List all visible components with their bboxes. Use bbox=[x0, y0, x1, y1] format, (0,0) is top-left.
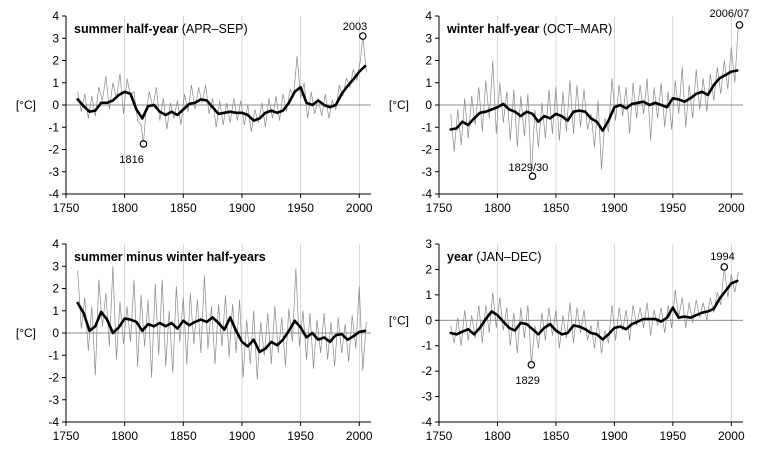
panel-title-period: (JAN–DEC) bbox=[473, 250, 542, 264]
x-tick-label: 1850 bbox=[543, 429, 570, 443]
x-tick-label: 1750 bbox=[53, 201, 80, 215]
extreme-year-marker bbox=[528, 172, 537, 181]
panel-title-bold: year bbox=[447, 250, 473, 264]
annual-series-line bbox=[77, 35, 367, 144]
y-tick-label: 3 bbox=[425, 237, 432, 251]
extreme-year-marker bbox=[358, 32, 367, 40]
smoothed-series-line bbox=[449, 279, 739, 341]
x-tick-label: 1800 bbox=[111, 201, 138, 215]
x-tick-label: 2000 bbox=[718, 201, 745, 215]
y-axis-unit-label: [°C] bbox=[389, 98, 409, 112]
x-tick-label: 1750 bbox=[426, 201, 453, 215]
extreme-year-label: 1816 bbox=[119, 154, 143, 166]
panel-title-bold: summer minus winter half-years bbox=[74, 250, 266, 264]
y-tick-label: 0 bbox=[425, 98, 432, 112]
x-tick-label: 1950 bbox=[287, 429, 314, 443]
smoothed-series-line bbox=[76, 64, 367, 122]
y-axis-unit-label: [°C] bbox=[16, 326, 36, 340]
y-tick-label: -4 bbox=[48, 187, 59, 201]
y-tick-label: 4 bbox=[425, 9, 432, 23]
y-tick-label: -2 bbox=[48, 371, 59, 385]
y-tick-label: 1 bbox=[52, 76, 59, 90]
chart-panel-3: -4 -3 -2 -1 0 1 2 3 4 1750 1800 1850 1900 1950 2000 [°C… bbox=[16, 237, 373, 443]
x-tick-label: 1900 bbox=[601, 429, 628, 443]
x-tick-label: 1750 bbox=[53, 429, 80, 443]
x-tick-label: 1850 bbox=[170, 201, 197, 215]
panel-title: summer minus winter half-years bbox=[74, 250, 266, 264]
panel-title-period: (APR–SEP) bbox=[178, 22, 247, 36]
y-tick-label: 1 bbox=[52, 304, 59, 318]
x-tick-label: 1800 bbox=[484, 201, 511, 215]
extreme-year-marker bbox=[735, 21, 744, 29]
extreme-year-label: 2006/07 bbox=[709, 8, 749, 20]
chart-panel-1: -4 -3 -2 -1 0 1 2 3 4 1750 1800 1850 1900 1950 2000 [°C… bbox=[16, 9, 373, 215]
y-tick-label: -1 bbox=[48, 348, 59, 362]
extreme-year-label: 1829 bbox=[515, 375, 539, 387]
y-tick-label: -3 bbox=[421, 390, 432, 404]
extreme-year-marker bbox=[527, 360, 536, 369]
y-tick-label: 1 bbox=[425, 288, 432, 302]
x-tick-label: 1850 bbox=[543, 201, 570, 215]
y-tick-label: 4 bbox=[52, 237, 59, 251]
y-tick-label: 2 bbox=[52, 54, 59, 68]
smoothed-series-line bbox=[76, 301, 367, 354]
y-tick-label: -1 bbox=[48, 120, 59, 134]
y-tick-label: -2 bbox=[421, 364, 432, 378]
smoothed-series-line bbox=[449, 69, 739, 132]
x-tick-label: 1950 bbox=[287, 201, 314, 215]
y-axis-unit-label: [°C] bbox=[389, 313, 409, 327]
x-tick-label: 1900 bbox=[229, 429, 256, 443]
x-tick-label: 2000 bbox=[346, 429, 373, 443]
y-tick-label: 1 bbox=[425, 76, 432, 90]
y-tick-label: -3 bbox=[421, 165, 432, 179]
y-tick-label: -2 bbox=[48, 143, 59, 157]
y-tick-label: 0 bbox=[425, 313, 432, 327]
panel-title-bold: winter half-year bbox=[446, 22, 540, 36]
y-tick-label: 0 bbox=[52, 98, 59, 112]
x-tick-label: 2000 bbox=[346, 201, 373, 215]
y-tick-label: -3 bbox=[48, 165, 59, 179]
y-tick-label: -4 bbox=[48, 415, 59, 429]
y-tick-label: 2 bbox=[425, 54, 432, 68]
y-tick-label: 0 bbox=[52, 326, 59, 340]
chart-panel-2: -4 -3 -2 -1 0 1 2 3 4 1750 1800 1850 1900 1950 2000 [°C… bbox=[389, 8, 749, 215]
panel-title: year (JAN–DEC) bbox=[447, 250, 542, 264]
y-tick-label: 2 bbox=[425, 262, 432, 276]
y-tick-label: -4 bbox=[421, 415, 432, 429]
y-tick-label: -4 bbox=[421, 187, 432, 201]
panel-title-period: (OCT–MAR) bbox=[539, 22, 612, 36]
y-tick-label: 3 bbox=[425, 31, 432, 45]
y-tick-label: 2 bbox=[52, 282, 59, 296]
panel-title: summer half-year (APR–SEP) bbox=[74, 22, 248, 36]
x-tick-label: 1900 bbox=[229, 201, 256, 215]
y-tick-label: 3 bbox=[52, 259, 59, 273]
annual-series-line bbox=[450, 24, 739, 177]
y-tick-label: 3 bbox=[52, 31, 59, 45]
y-axis-unit-label: [°C] bbox=[16, 98, 36, 112]
y-tick-label: -2 bbox=[421, 143, 432, 157]
extreme-year-label: 2003 bbox=[343, 21, 367, 33]
extreme-year-label: 1829/30 bbox=[509, 162, 549, 174]
y-tick-label: -3 bbox=[48, 393, 59, 407]
extreme-year-marker bbox=[139, 140, 148, 148]
y-tick-label: -1 bbox=[421, 339, 432, 353]
x-tick-label: 1750 bbox=[426, 429, 453, 443]
chart-panel-4: -4 -3 -2 -1 0 1 2 3 1750 1800 1850 1900 1950 2000 [°C]… bbox=[389, 237, 745, 443]
y-tick-label: 4 bbox=[52, 9, 59, 23]
extreme-year-marker bbox=[720, 263, 729, 271]
annual-series-line bbox=[450, 266, 739, 365]
extreme-year-label: 1994 bbox=[710, 251, 734, 263]
x-tick-label: 1800 bbox=[484, 429, 511, 443]
x-tick-label: 1850 bbox=[170, 429, 197, 443]
x-tick-label: 1900 bbox=[601, 201, 628, 215]
panel-title-bold: summer half-year bbox=[74, 22, 178, 36]
x-tick-label: 1800 bbox=[111, 429, 138, 443]
panel-title: winter half-year (OCT–MAR) bbox=[446, 22, 612, 36]
x-tick-label: 1950 bbox=[659, 201, 686, 215]
x-tick-label: 2000 bbox=[718, 429, 745, 443]
y-tick-label: -1 bbox=[421, 120, 432, 134]
x-tick-label: 1950 bbox=[659, 429, 686, 443]
